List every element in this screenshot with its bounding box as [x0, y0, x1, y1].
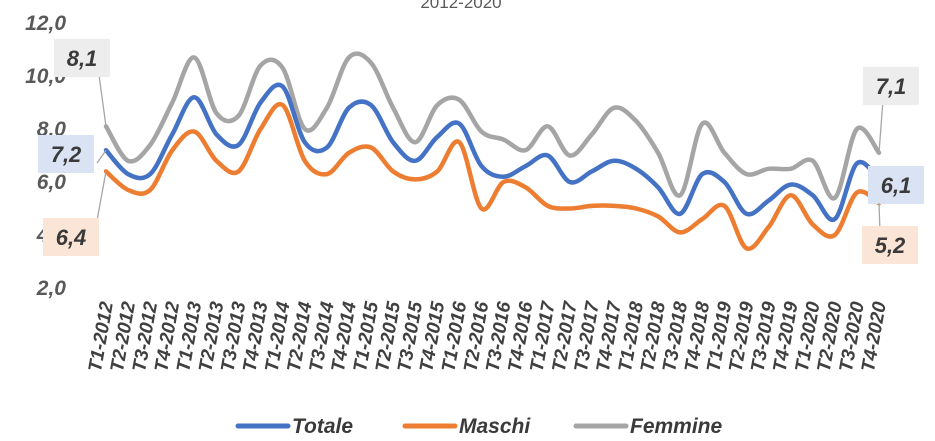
x-axis-ticks: T1-2012T2-2012T3-2012T4-2012T1-2013T2-20…: [85, 299, 891, 374]
callout-label: 6,1: [881, 173, 912, 198]
callout-leader: [99, 75, 106, 126]
y-tick-label: 2,0: [36, 277, 67, 300]
chart-title: 2012-2020: [420, 0, 501, 12]
callout-label: 7,2: [51, 142, 82, 167]
legend-label-totale: Totale: [292, 415, 353, 438]
legend-label-femmine: Femmine: [630, 415, 723, 438]
callout-label: 7,1: [876, 74, 907, 99]
callout-leader: [97, 150, 106, 163]
callout-leader: [879, 100, 883, 153]
callout-label: 8,1: [67, 46, 98, 71]
y-tick-label: 12,0: [25, 12, 66, 35]
callout-label: 6,4: [56, 225, 87, 250]
series-lines: [106, 54, 879, 249]
y-tick-label: 6,0: [37, 171, 67, 194]
callout-label: 5,2: [875, 233, 906, 258]
legend-label-maschi: Maschi: [459, 415, 531, 438]
callout-leader: [96, 171, 106, 226]
legend: Totale Maschi Femmine: [238, 415, 723, 438]
